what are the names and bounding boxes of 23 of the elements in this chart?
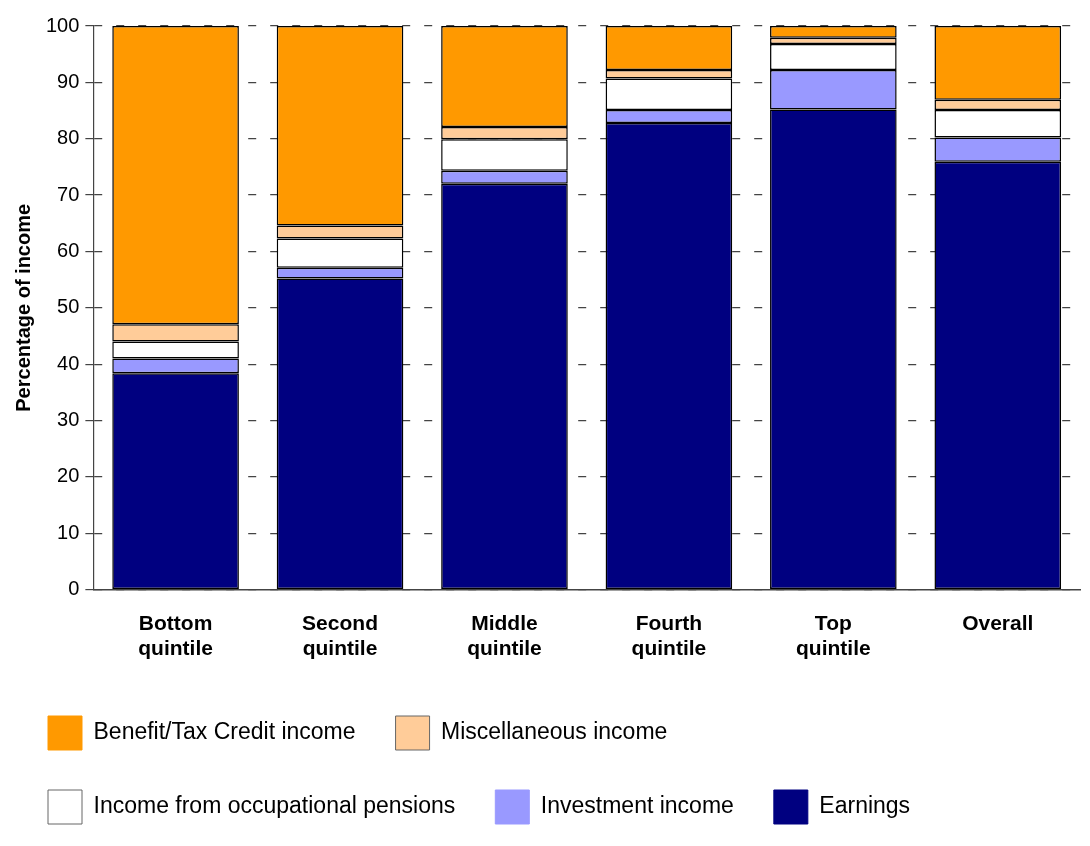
- legend-label: Income from occupational pensions: [93, 792, 456, 819]
- y-tick-label: 60: [57, 238, 80, 261]
- x-tick-label: Middle quintile: [467, 611, 542, 660]
- x-tick-label: Overall: [962, 611, 1034, 634]
- legend-label: Earnings: [819, 792, 911, 819]
- x-tick-label: Fourth quintile: [631, 611, 707, 660]
- legend-label: Miscellaneous income: [441, 718, 668, 745]
- y-tick-label: 0: [68, 577, 80, 600]
- y-tick-label: 40: [57, 351, 80, 374]
- y-tick-label: 80: [57, 126, 80, 149]
- y-tick-label: 100: [45, 13, 80, 36]
- legend-label: Investment income: [540, 792, 734, 819]
- x-tick-label: Bottom quintile: [138, 611, 213, 660]
- x-tick-label: Top quintile: [796, 611, 871, 660]
- y-tick-label: 70: [57, 182, 80, 205]
- y-tick-label: 20: [57, 464, 80, 487]
- y-tick-label: 90: [57, 69, 80, 92]
- y-tick-label: 10: [57, 520, 80, 543]
- x-tick-label: Second quintile: [302, 611, 378, 660]
- y-tick-label: 50: [57, 295, 80, 318]
- y-tick-label: 30: [57, 408, 80, 431]
- y-axis-title: Percentage of income: [11, 203, 34, 412]
- legend-label: Benefit/Tax Credit income: [93, 718, 356, 745]
